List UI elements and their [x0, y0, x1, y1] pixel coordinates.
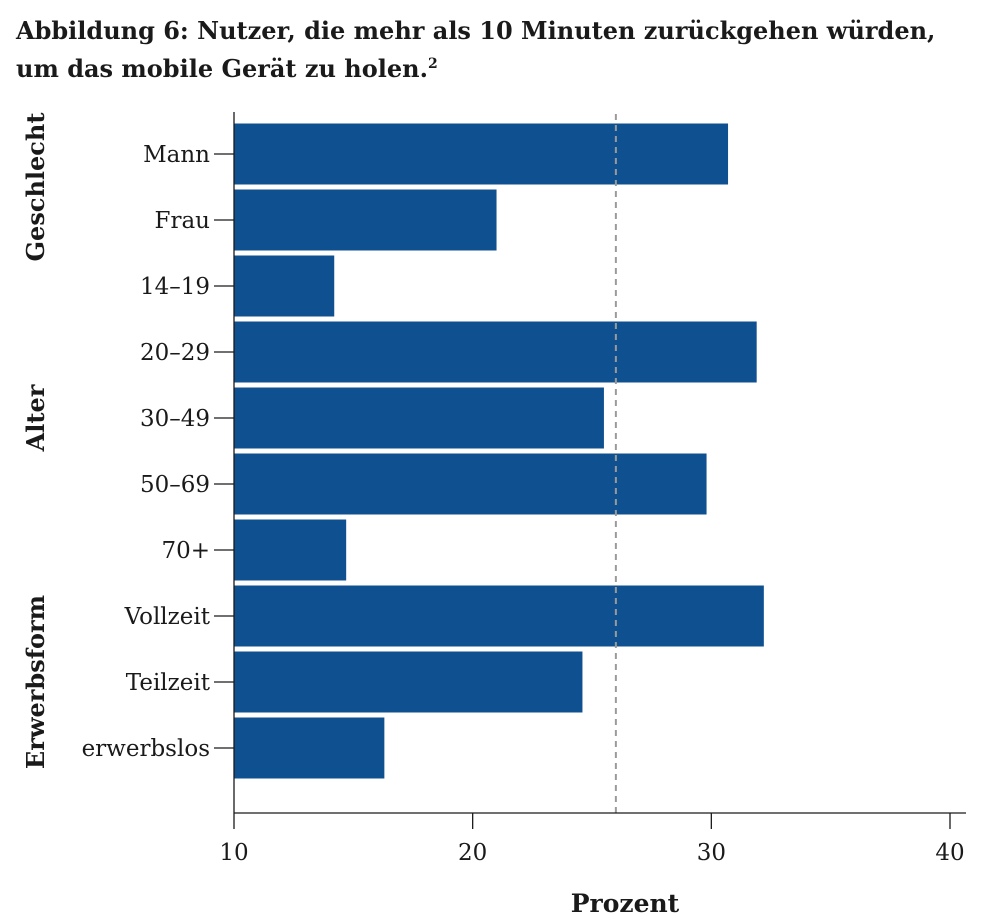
- bar-3: [234, 255, 335, 317]
- y-tick-label: Mann: [143, 142, 210, 168]
- group-label: Geschlecht: [21, 113, 50, 262]
- chart-title: Abbildung 6: Nutzer, die mehr als 10 Min…: [16, 12, 956, 88]
- x-axis-label: Prozent: [571, 889, 680, 918]
- bar-10: [234, 717, 385, 779]
- chart-title-text: Abbildung 6: Nutzer, die mehr als 10 Min…: [16, 16, 936, 83]
- y-tick-label: 50–69: [140, 472, 210, 498]
- x-tick-label: 40: [935, 840, 964, 866]
- x-tick-label: 10: [219, 840, 248, 866]
- y-tick-label: erwerbslos: [82, 736, 210, 762]
- bar-8: [234, 585, 764, 647]
- bar-5: [234, 387, 604, 449]
- bar-4: [234, 321, 757, 383]
- y-tick-label: 20–29: [140, 340, 210, 366]
- bar-6: [234, 453, 707, 515]
- x-tick-label: 30: [697, 840, 726, 866]
- y-tick-label: Teilzeit: [126, 670, 211, 696]
- y-tick-label: 14–19: [140, 274, 210, 300]
- y-tick-label: 30–49: [140, 406, 210, 432]
- x-tick-label: 20: [458, 840, 487, 866]
- bar-9: [234, 651, 583, 713]
- y-tick-label: Vollzeit: [124, 604, 211, 630]
- group-label: Alter: [21, 384, 50, 452]
- title-footnote: 2: [427, 56, 438, 72]
- bar-7: [234, 519, 347, 581]
- bar-2: [234, 189, 497, 251]
- y-tick-label: 70+: [161, 538, 210, 564]
- group-label: Erwerbsform: [21, 595, 50, 769]
- y-tick-label: Frau: [155, 208, 210, 234]
- bar-1: [234, 123, 729, 185]
